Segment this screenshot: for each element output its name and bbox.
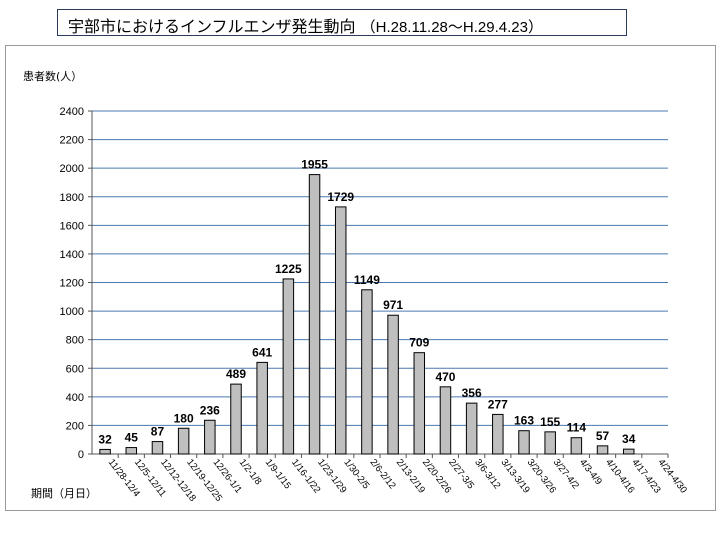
data-label: 1225 bbox=[275, 262, 302, 276]
data-label: 971 bbox=[383, 298, 403, 312]
data-label: 236 bbox=[200, 403, 220, 417]
x-category-label: 2/6-2/12 bbox=[368, 457, 398, 491]
y-tick-label: 2400 bbox=[60, 106, 84, 118]
x-category-label: 4/3-4/9 bbox=[577, 457, 604, 487]
chart-title-box: 宇部市におけるインフルエンザ発生動向 （H.28.11.28〜H.29.4.23… bbox=[57, 9, 627, 36]
data-label: 641 bbox=[252, 345, 272, 359]
x-category-label: 1/2-1/8 bbox=[237, 457, 264, 487]
data-label: 34 bbox=[622, 432, 636, 446]
bar bbox=[125, 447, 138, 455]
data-label: 489 bbox=[226, 367, 246, 381]
y-tick-label: 2000 bbox=[60, 163, 84, 175]
bar bbox=[570, 437, 583, 455]
data-label: 356 bbox=[462, 386, 482, 400]
y-tick-label: 400 bbox=[66, 392, 84, 404]
bar bbox=[256, 361, 268, 455]
bar bbox=[387, 314, 399, 455]
y-tick-label: 0 bbox=[78, 449, 84, 461]
data-label: 163 bbox=[514, 414, 534, 428]
bar bbox=[151, 441, 164, 455]
bar bbox=[544, 431, 556, 455]
y-tick-label: 1400 bbox=[60, 249, 84, 261]
y-tick-label: 1600 bbox=[60, 220, 84, 232]
data-label: 277 bbox=[488, 397, 508, 411]
y-tick-label: 200 bbox=[66, 420, 84, 432]
data-label: 87 bbox=[151, 425, 165, 439]
bar bbox=[204, 419, 216, 455]
data-label: 155 bbox=[540, 415, 560, 429]
data-label: 180 bbox=[174, 411, 194, 425]
y-axis-label: 患者数(人） bbox=[23, 70, 82, 83]
data-label: 1955 bbox=[301, 158, 328, 172]
y-tick-label: 1800 bbox=[60, 192, 84, 204]
bar bbox=[596, 445, 609, 455]
bar bbox=[230, 383, 242, 455]
x-category-label: 1/9-1/15 bbox=[263, 457, 293, 491]
y-tick-label: 1000 bbox=[60, 306, 84, 318]
bar bbox=[413, 352, 426, 455]
bar bbox=[308, 174, 321, 455]
chart-title-main: 宇部市におけるインフルエンザ発生動向 bbox=[68, 17, 356, 36]
bar bbox=[492, 413, 504, 455]
chart-title-range: （H.28.11.28〜H.29.4.23） bbox=[360, 19, 543, 36]
x-axis-label: 期間（月日） bbox=[31, 487, 97, 500]
data-label: 709 bbox=[409, 336, 429, 350]
bar bbox=[99, 448, 111, 455]
data-label: 470 bbox=[435, 370, 455, 384]
y-tick-label: 1200 bbox=[60, 278, 84, 290]
x-category-label: 3/6-3/12 bbox=[472, 457, 502, 491]
bar bbox=[465, 402, 478, 455]
bar bbox=[282, 278, 295, 455]
data-label: 57 bbox=[596, 429, 610, 443]
bar bbox=[518, 430, 530, 455]
y-tick-label: 2200 bbox=[60, 135, 84, 147]
chart-title: 宇部市におけるインフルエンザ発生動向 （H.28.11.28〜H.29.4.23… bbox=[68, 13, 543, 37]
y-tick-label: 800 bbox=[66, 335, 84, 347]
bar bbox=[439, 386, 452, 455]
bar bbox=[622, 448, 635, 455]
data-label: 1149 bbox=[354, 273, 380, 287]
data-label: 114 bbox=[567, 421, 587, 435]
data-label: 45 bbox=[125, 431, 139, 445]
bar bbox=[361, 289, 373, 455]
data-label: 1729 bbox=[327, 190, 354, 204]
y-tick-label: 600 bbox=[66, 363, 84, 375]
data-label: 32 bbox=[98, 432, 112, 446]
chart-frame bbox=[5, 45, 716, 511]
bar bbox=[334, 206, 347, 455]
bar bbox=[177, 427, 190, 455]
